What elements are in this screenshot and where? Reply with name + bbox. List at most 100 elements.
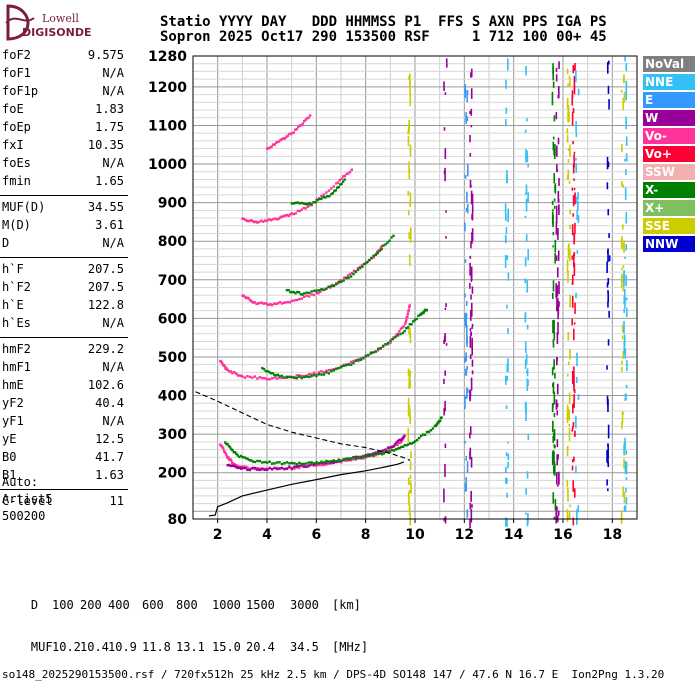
trace-point [298, 464, 301, 467]
noise-mark [555, 255, 558, 261]
trace-point [374, 453, 377, 457]
noise-mark [554, 444, 556, 449]
x-tick-label: 6 [311, 527, 321, 543]
trace-point [335, 182, 338, 185]
trace-point [362, 457, 365, 460]
param-value: 12.5 [95, 432, 124, 446]
trace-point [386, 241, 389, 244]
trace-point [240, 466, 243, 469]
trace-point [273, 466, 276, 470]
noise-mark [625, 307, 628, 318]
trace-point [256, 221, 259, 224]
noise-mark [524, 192, 527, 195]
trace-point [381, 449, 385, 452]
noise-mark [444, 464, 446, 477]
x-tick-label: 14 [504, 527, 524, 543]
noise-mark [573, 233, 575, 245]
noise-mark [408, 168, 411, 180]
param-value: 40.4 [95, 396, 124, 410]
trace-point [335, 460, 338, 463]
noise-mark [471, 359, 474, 367]
noise-mark [625, 274, 627, 287]
noise-mark [466, 191, 468, 202]
trace-point [325, 371, 328, 374]
param-name: D [2, 236, 10, 250]
noise-mark [621, 267, 623, 271]
noise-mark [407, 190, 410, 196]
noise-mark [470, 241, 472, 249]
trace-point [423, 433, 427, 436]
trace-point [276, 302, 280, 305]
trace-point [320, 463, 323, 467]
trace-point [341, 175, 345, 178]
trace-point [229, 464, 232, 468]
trace-point [357, 359, 360, 363]
noise-mark [572, 480, 575, 492]
trace-point [310, 373, 313, 376]
trace-point [356, 267, 360, 270]
noise-mark [409, 144, 412, 157]
trace-point [340, 366, 343, 369]
noise-mark [504, 255, 507, 268]
noise-mark [464, 369, 467, 376]
trace-point [356, 268, 360, 271]
trace-point [334, 189, 337, 192]
noise-mark [555, 221, 558, 235]
trace-point [294, 128, 297, 131]
noise-mark [464, 174, 467, 179]
trace-point [307, 372, 311, 376]
noise-mark [555, 67, 558, 72]
noise-mark [577, 394, 580, 399]
trace-point [307, 291, 311, 295]
trace-point [320, 194, 323, 198]
noise-mark [572, 422, 575, 427]
trace-point [307, 295, 311, 298]
param-name: hmF1 [2, 360, 31, 374]
trace-point [221, 362, 224, 366]
trace-point [384, 243, 387, 246]
noise-mark [571, 255, 574, 260]
noise-mark [567, 270, 569, 283]
trace-point [300, 297, 303, 300]
trace-point [410, 323, 413, 326]
trace-point [344, 276, 348, 279]
x-tick-label: 10 [405, 527, 425, 543]
noise-mark [471, 370, 474, 375]
noise-mark [571, 295, 574, 308]
noise-mark [567, 105, 570, 111]
trace-point [235, 372, 238, 376]
trace-point [266, 147, 269, 150]
noise-mark [552, 339, 555, 345]
noise-mark [525, 118, 528, 122]
noise-mark [568, 423, 571, 426]
trace-point [247, 297, 250, 300]
noise-mark [607, 301, 609, 308]
trace-point [280, 376, 284, 380]
noise-mark [444, 443, 447, 449]
trace-point [400, 445, 403, 449]
trace-point [399, 441, 403, 444]
trace-point [230, 464, 234, 468]
trace-point [310, 374, 313, 378]
noise-mark [470, 266, 473, 281]
trace-point [294, 212, 298, 215]
distance-value: 100 [52, 598, 74, 612]
param-value: 1.75 [95, 120, 124, 134]
trace-point [227, 444, 231, 448]
param-value: N/A [102, 236, 124, 250]
trace-point [230, 448, 233, 451]
noise-mark [526, 378, 529, 392]
noise-mark [408, 370, 411, 383]
noise-mark [554, 147, 556, 160]
trace-point [258, 220, 261, 224]
trace-point [295, 127, 298, 131]
y-tick-label: 1100 [148, 118, 187, 134]
trace-point [246, 296, 249, 299]
source-line: so148_2025290153500.rsf / 720fx512h 25 k… [2, 668, 665, 681]
trace-point [389, 341, 392, 344]
trace-point [233, 451, 237, 454]
noise-mark [622, 285, 624, 292]
legend-voplus: Vo+ [643, 146, 695, 162]
trace-point [275, 467, 279, 471]
param-value: 1.63 [95, 468, 124, 482]
